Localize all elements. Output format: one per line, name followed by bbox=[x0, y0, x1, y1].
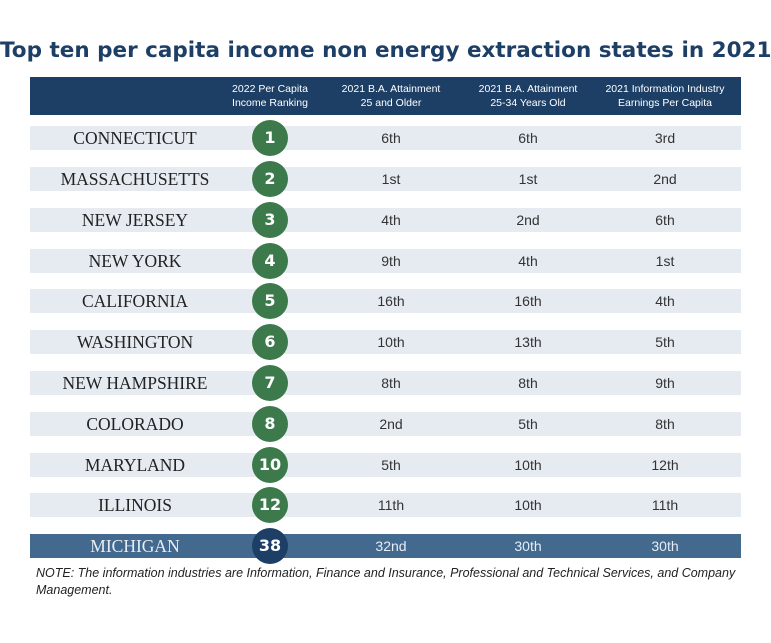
ba-25-older-value: 4th bbox=[381, 212, 401, 228]
header-ba-25-34: 2021 B.A. Attainment 25-34 Years Old bbox=[478, 83, 578, 109]
ba-25-older-value: 16th bbox=[377, 293, 405, 309]
header-info-earnings: 2021 Information Industry Earnings Per Ca… bbox=[605, 83, 725, 109]
rank-badge: 6 bbox=[252, 324, 288, 360]
table-row: NEW HAMPSHIRE 7 8th 8th 9th bbox=[30, 365, 741, 401]
ba-25-34-value: 1st bbox=[518, 171, 538, 187]
table-row: NEW YORK 4 9th 4th 1st bbox=[30, 243, 741, 279]
ba-25-34-value: 6th bbox=[518, 130, 538, 146]
header-income-ranking: 2022 Per Capita Income Ranking bbox=[232, 83, 308, 109]
table-row: ILLINOIS 12 11th 10th 11th bbox=[30, 487, 741, 523]
ba-25-34-value: 13th bbox=[514, 334, 542, 350]
info-earnings-value: 30th bbox=[651, 538, 679, 554]
ba-25-older-value: 8th bbox=[381, 375, 401, 391]
table-row: CONNECTICUT 1 6th 6th 3rd bbox=[30, 120, 741, 156]
info-earnings-value: 2nd bbox=[653, 171, 677, 187]
ba-25-older-value: 5th bbox=[381, 457, 401, 473]
state-name: CONNECTICUT bbox=[73, 128, 197, 148]
rank-badge: 10 bbox=[252, 447, 288, 483]
rank-badge: 1 bbox=[252, 120, 288, 156]
state-name: WASHINGTON bbox=[76, 332, 194, 352]
info-earnings-value: 12th bbox=[651, 457, 679, 473]
state-name: NEW HAMPSHIRE bbox=[62, 373, 208, 393]
rank-badge: 5 bbox=[252, 283, 288, 319]
table-row: WASHINGTON 6 10th 13th 5th bbox=[30, 324, 741, 360]
state-name: MASSACHUSETTS bbox=[60, 169, 210, 189]
ba-25-34-value: 2nd bbox=[516, 212, 540, 228]
state-name: COLORADO bbox=[86, 414, 184, 434]
state-name: NEW JERSEY bbox=[81, 210, 189, 230]
rank-badge: 38 bbox=[252, 528, 288, 564]
table-row: CALIFORNIA 5 16th 16th 4th bbox=[30, 283, 741, 319]
table-row-highlighted: MICHIGAN 38 32nd 30th 30th bbox=[30, 528, 741, 564]
state-name: ILLINOIS bbox=[98, 495, 172, 515]
rank-badge: 12 bbox=[252, 487, 288, 523]
footnote: NOTE: The information industries are Inf… bbox=[36, 566, 736, 597]
state-name: MICHIGAN bbox=[90, 536, 180, 556]
info-earnings-value: 4th bbox=[655, 293, 675, 309]
info-earnings-value: 11th bbox=[651, 497, 679, 513]
info-earnings-value: 9th bbox=[655, 375, 675, 391]
rank-badge: 8 bbox=[252, 406, 288, 442]
ba-25-34-value: 8th bbox=[518, 375, 538, 391]
table-row: MARYLAND 10 5th 10th 12th bbox=[30, 447, 741, 483]
table-row: NEW JERSEY 3 4th 2nd 6th bbox=[30, 202, 741, 238]
ba-25-older-value: 6th bbox=[381, 130, 401, 146]
ba-25-34-value: 5th bbox=[518, 416, 538, 432]
ba-25-34-value: 10th bbox=[514, 457, 542, 473]
info-earnings-value: 5th bbox=[655, 334, 675, 350]
state-name: MARYLAND bbox=[84, 455, 186, 475]
state-name: CALIFORNIA bbox=[82, 291, 188, 311]
info-earnings-value: 3rd bbox=[654, 130, 676, 146]
rank-badge: 7 bbox=[252, 365, 288, 401]
ba-25-older-value: 2nd bbox=[379, 416, 403, 432]
info-earnings-value: 6th bbox=[655, 212, 675, 228]
rank-badge: 2 bbox=[252, 161, 288, 197]
ba-25-older-value: 1st bbox=[381, 171, 401, 187]
header-state-column bbox=[30, 77, 240, 115]
header-ba-25-older: 2021 B.A. Attainment 25 and Older bbox=[341, 83, 441, 109]
ba-25-older-value: 11th bbox=[377, 497, 405, 513]
rank-badge: 4 bbox=[252, 243, 288, 279]
ba-25-older-value: 9th bbox=[381, 253, 401, 269]
ba-25-34-value: 10th bbox=[514, 497, 542, 513]
ba-25-34-value: 30th bbox=[514, 538, 542, 554]
table-title: Top ten per capita income non energy ext… bbox=[0, 38, 771, 63]
table-row: MASSACHUSETTS 2 1st 1st 2nd bbox=[30, 161, 741, 197]
ba-25-older-value: 10th bbox=[377, 334, 405, 350]
table-row: COLORADO 8 2nd 5th 8th bbox=[30, 406, 741, 442]
info-earnings-value: 8th bbox=[655, 416, 675, 432]
ba-25-34-value: 4th bbox=[518, 253, 538, 269]
table-header: 2022 Per Capita Income Ranking 2021 B.A. … bbox=[30, 77, 741, 115]
ba-25-34-value: 16th bbox=[514, 293, 542, 309]
ba-25-older-value: 32nd bbox=[375, 538, 407, 554]
rank-badge: 3 bbox=[252, 202, 288, 238]
info-earnings-value: 1st bbox=[655, 253, 675, 269]
state-name: NEW YORK bbox=[88, 251, 182, 271]
